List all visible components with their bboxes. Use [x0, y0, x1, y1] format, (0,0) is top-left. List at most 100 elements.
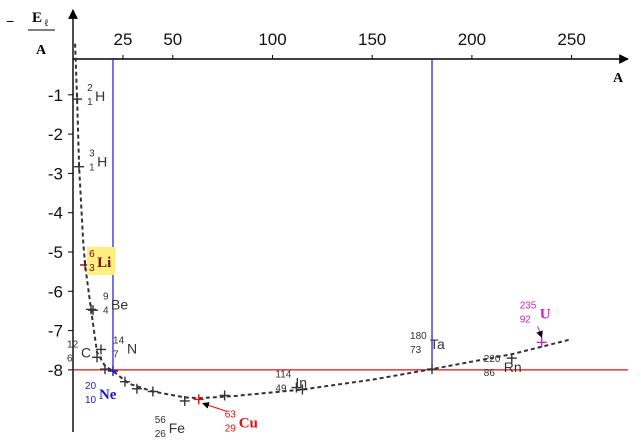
- data-point-marker: [131, 383, 142, 394]
- data-points: [72, 94, 547, 406]
- isotope-atomic-number: 1: [87, 97, 93, 108]
- isotope-atomic-number: 92: [520, 314, 532, 325]
- isotope-label-c12: 12 6 C: [67, 339, 91, 364]
- y-label-numerator: E: [32, 10, 42, 26]
- y-tick-label: -7: [48, 322, 63, 341]
- isotope-atomic-number: 86: [484, 368, 496, 379]
- isotope-label-ne20: 20 10 Ne: [85, 381, 117, 406]
- isotope-symbol: Fe: [169, 420, 186, 436]
- isotope-label-n14: 14 7 N: [113, 335, 137, 360]
- y-tick-label: -2: [48, 125, 63, 144]
- isotope-mass-number: 14: [113, 335, 125, 346]
- isotope-mass-number: 180: [410, 331, 427, 342]
- isotope-mass-number: 20: [85, 381, 97, 392]
- x-tick-label: 100: [258, 30, 286, 49]
- x-tick-label: 150: [358, 30, 386, 49]
- y-axis-label: − E ℓ A: [6, 10, 55, 58]
- data-point-marker: [536, 337, 547, 348]
- cu-pointer-arrow: [202, 402, 227, 412]
- data-point-marker: [219, 390, 230, 401]
- isotope-atomic-number: 10: [85, 395, 97, 406]
- isotope-symbol: Rn: [504, 359, 522, 375]
- data-point-marker: [96, 344, 107, 355]
- data-point-marker: [119, 376, 130, 387]
- y-tick-label: -3: [48, 164, 63, 183]
- isotope-label-h3: 3 1 H: [89, 149, 107, 174]
- data-point-marker: [74, 161, 85, 172]
- isotope-atomic-number: 4: [103, 305, 109, 316]
- isotope-label-u235: 235 92 U: [520, 300, 551, 325]
- isotope-label-li6: 6 3 Li: [87, 246, 116, 275]
- isotope-atomic-number: 1: [89, 163, 95, 174]
- trend-curve-layer: [74, 43, 572, 400]
- data-point-marker: [100, 364, 111, 375]
- isotope-highlight: [87, 246, 116, 275]
- isotope-label-ta180: 180 73 Ta: [410, 331, 445, 356]
- isotope-label-fe56: 56 26 Fe: [155, 415, 186, 440]
- data-point-marker: [291, 382, 302, 393]
- isotope-atomic-number: 7: [113, 349, 119, 360]
- isotope-symbol: Ta: [430, 336, 445, 352]
- data-point-marker: [107, 366, 118, 377]
- isotope-mass-number: 63: [225, 409, 237, 420]
- isotope-atomic-number: 3: [89, 263, 95, 274]
- isotope-mass-number: 114: [275, 370, 291, 381]
- u-pointer-arrow: [536, 326, 543, 339]
- isotope-symbol: Ne: [99, 387, 117, 403]
- isotope-symbol: U: [540, 306, 551, 322]
- reference-lines: [73, 59, 628, 371]
- isotope-atomic-number: 6: [67, 353, 73, 364]
- isotope-symbol: H: [97, 154, 107, 170]
- data-point-marker: [88, 305, 99, 316]
- isotope-atomic-number: 49: [275, 384, 287, 395]
- isotope-label-be9: 9 4 Be: [103, 291, 128, 316]
- isotope-symbol: N: [127, 340, 137, 356]
- y-label-denominator: A: [36, 43, 47, 58]
- isotope-atomic-number: 29: [225, 423, 237, 434]
- isotope-label-cu63: 63 29 Cu: [225, 409, 258, 434]
- data-point-marker: [506, 353, 517, 364]
- isotope-label-in114: 114 49 In: [275, 370, 307, 395]
- x-tick-label: 200: [458, 30, 486, 49]
- x-tick-label: 250: [557, 30, 585, 49]
- isotope-label-h2: 2 1 H: [87, 83, 105, 108]
- y-label-minus: −: [6, 13, 14, 29]
- isotope-symbol: H: [95, 88, 105, 104]
- isotope-atomic-number: 73: [410, 345, 422, 356]
- data-point-marker: [92, 352, 103, 363]
- isotope-symbol: In: [295, 375, 307, 391]
- y-tick-label: -5: [48, 243, 63, 262]
- data-point-marker: [297, 384, 308, 395]
- isotope-mass-number: 2: [87, 83, 93, 94]
- y-tick-label: -1: [48, 86, 63, 105]
- y-tick-label: -6: [48, 282, 63, 301]
- binding-energy-trend-curve: [74, 43, 572, 400]
- x-tick-label: 25: [113, 30, 132, 49]
- data-point-marker: [193, 394, 204, 405]
- isotope-symbol: Cu: [239, 415, 258, 431]
- data-point-marker: [147, 386, 158, 397]
- isotope-mass-number: 12: [67, 339, 79, 350]
- isotope-mass-number: 6: [89, 249, 95, 260]
- y-tick-label: -4: [48, 204, 63, 223]
- isotope-mass-number: 56: [155, 415, 167, 426]
- isotope-mass-number: 3: [89, 149, 95, 160]
- data-point-marker: [86, 304, 97, 315]
- x-axis-label: A: [613, 71, 624, 86]
- y-tick-label: -8: [48, 361, 63, 380]
- data-point-marker: [427, 364, 438, 375]
- isotope-symbol: Be: [111, 296, 128, 312]
- data-point-marker: [179, 395, 190, 406]
- isotope-mass-number: 9: [103, 291, 109, 302]
- y-label-subscript: ℓ: [44, 18, 49, 29]
- isotope-symbol: C: [81, 344, 91, 360]
- data-point-marker: [72, 94, 83, 105]
- isotope-label-rn220: 220 86 Rn: [484, 354, 522, 379]
- isotope-mass-number: 220: [484, 354, 501, 365]
- isotope-mass-number: 235: [520, 300, 537, 311]
- isotope-atomic-number: 26: [155, 429, 167, 440]
- x-tick-label: 50: [163, 30, 182, 49]
